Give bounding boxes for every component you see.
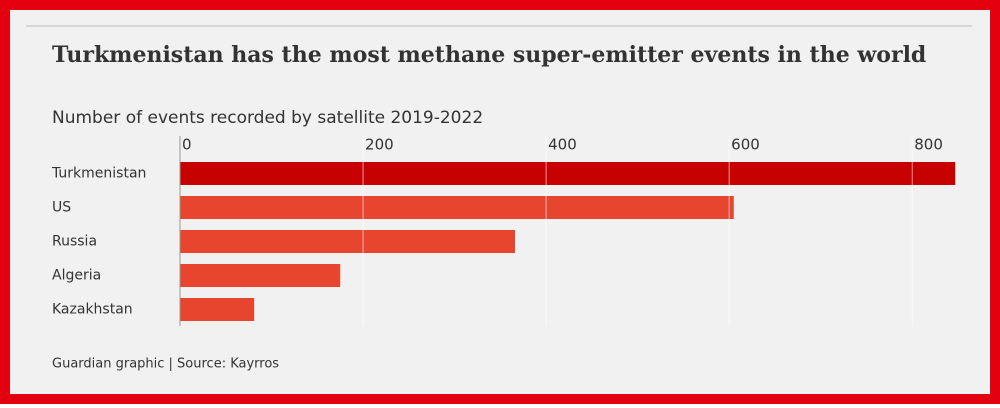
category-label: Kazakhstan: [52, 302, 133, 318]
category-label: US: [52, 200, 71, 216]
x-tick-label: 0: [182, 136, 192, 154]
x-tick-label: 400: [548, 136, 577, 154]
x-tick-label: 600: [731, 136, 760, 154]
bar: [180, 230, 515, 253]
category-label: Turkmenistan: [51, 166, 146, 182]
x-tick-label: 200: [365, 136, 394, 154]
category-label: Algeria: [52, 268, 101, 284]
chart-title: Turkmenistan has the most methane super-…: [52, 42, 926, 68]
plot: Turkmenistan US Russia Algeria Kazakhstan 0 20…: [51, 136, 956, 326]
bar: [180, 298, 255, 321]
bar: [180, 196, 734, 219]
chart-subtitle: Number of events recorded by satellite 2…: [52, 108, 483, 128]
bar: [180, 162, 956, 185]
bar: [180, 264, 341, 287]
x-tick-label: 800: [914, 136, 943, 154]
source: Guardian graphic | Source: Kayrros: [52, 357, 279, 372]
category-label: Russia: [52, 234, 97, 250]
